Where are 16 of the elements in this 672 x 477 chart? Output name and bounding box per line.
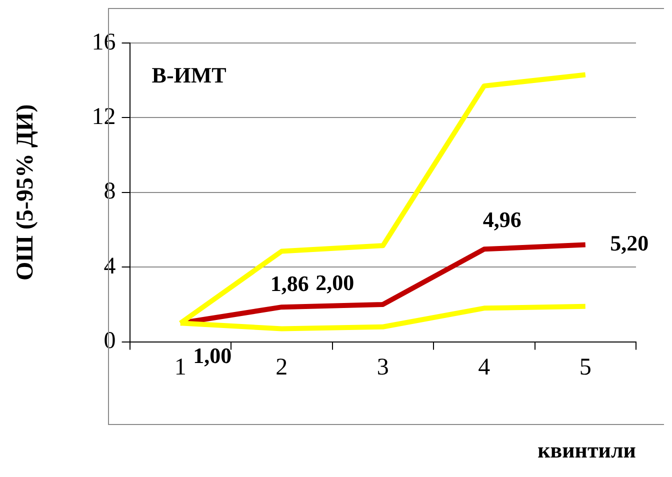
y-axis-title: ОШ (5-95% ДИ) (12, 104, 39, 280)
data-label: 2,00 (316, 270, 354, 296)
y-tick-label: 12 (92, 104, 116, 130)
x-tick-label: 1 (174, 354, 186, 380)
annotation: В-ИМТ (152, 62, 227, 88)
x-tick-label: 3 (376, 354, 389, 380)
data-label: 5,20 (610, 230, 649, 256)
x-tick-label: 2 (276, 354, 288, 380)
data-label: 1,86 (270, 270, 309, 296)
x-tick-label: 5 (579, 354, 592, 380)
y-tick-label: 16 (92, 29, 116, 56)
y-tick-label: 0 (104, 328, 116, 354)
data-label: 1,00 (193, 342, 232, 368)
x-axis-title: квинтили (538, 437, 636, 462)
x-tick-label: 4 (478, 354, 490, 380)
data-label: 4,96 (482, 206, 522, 232)
